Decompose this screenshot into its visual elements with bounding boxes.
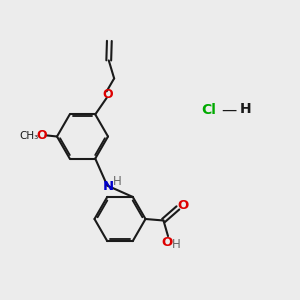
Text: O: O: [178, 199, 189, 212]
Text: CH₃: CH₃: [20, 131, 39, 141]
Text: Cl: Cl: [201, 103, 216, 116]
Text: H: H: [240, 102, 252, 116]
Text: N: N: [103, 180, 114, 193]
Text: O: O: [102, 88, 112, 101]
Text: —: —: [221, 103, 236, 118]
Text: H: H: [171, 238, 180, 251]
Text: O: O: [37, 129, 47, 142]
Text: H: H: [113, 175, 122, 188]
Text: O: O: [161, 236, 172, 249]
